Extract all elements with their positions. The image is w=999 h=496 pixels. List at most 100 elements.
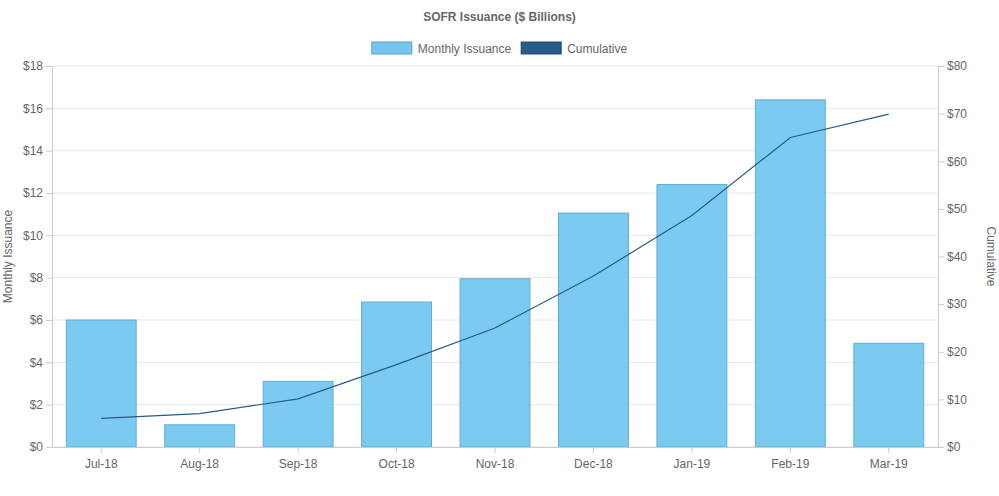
- bar: [657, 185, 727, 447]
- tick-label: $14: [23, 144, 43, 158]
- y-axis-title: Monthly Issuance: [1, 209, 15, 303]
- tick-label: $2: [30, 398, 44, 412]
- tick-label: $12: [23, 186, 43, 200]
- tick-mark: [101, 447, 102, 453]
- tick-label: $8: [30, 271, 44, 285]
- tick-mark: [938, 66, 944, 67]
- legend-label: Cumulative: [567, 42, 627, 56]
- tick-mark: [790, 447, 791, 453]
- bars: [66, 100, 923, 447]
- tick: $14: [23, 144, 52, 158]
- tick: $16: [23, 102, 52, 116]
- bar: [263, 381, 333, 447]
- tick-label: $10: [947, 393, 967, 407]
- tick-label: $6: [30, 313, 44, 327]
- tick: $40: [938, 250, 967, 264]
- legend-swatch: [521, 42, 561, 54]
- tick: $0: [938, 440, 961, 454]
- tick-mark: [46, 193, 52, 194]
- tick: $0: [30, 440, 52, 454]
- tick: $10: [938, 393, 967, 407]
- bar: [755, 100, 825, 447]
- tick-label: $10: [23, 229, 43, 243]
- tick-mark: [199, 447, 200, 453]
- tick-label: $0: [30, 440, 44, 454]
- tick-mark: [938, 399, 944, 400]
- bar: [558, 213, 628, 447]
- tick-label: $20: [947, 345, 967, 359]
- tick-label: Sep-18: [279, 457, 318, 471]
- tick: $30: [938, 297, 967, 311]
- bar: [362, 302, 432, 447]
- tick-label: $18: [23, 59, 43, 73]
- tick-label: $50: [947, 202, 967, 216]
- title: SOFR Issuance ($ Billions): [423, 10, 576, 24]
- tick-mark: [46, 405, 52, 406]
- line: [101, 114, 889, 418]
- legend-item: Cumulative: [521, 42, 627, 56]
- tick-mark: [938, 257, 944, 258]
- tick-label: $80: [947, 59, 967, 73]
- axis-line: [52, 67, 53, 448]
- tick-label: $40: [947, 250, 967, 264]
- tick-mark: [46, 235, 52, 236]
- tick: $18: [23, 59, 52, 73]
- chart: SOFR Issuance ($ Billions) Monthly Issuan…: [0, 0, 999, 496]
- tick-mark: [938, 209, 944, 210]
- tick-mark: [938, 161, 944, 162]
- tick-label: Oct-18: [379, 457, 415, 471]
- tick: $4: [30, 356, 52, 370]
- bar: [460, 279, 530, 447]
- y-axis: $0 $2 $4 $6 $8 $10 $12 $14 $16 $18: [23, 59, 53, 454]
- bar: [165, 425, 235, 447]
- tick-mark: [396, 447, 397, 453]
- tick-label: $30: [947, 297, 967, 311]
- tick-label: Nov-18: [476, 457, 515, 471]
- bar: [854, 343, 924, 447]
- tick-mark: [46, 151, 52, 152]
- tick-label: Aug-18: [180, 457, 219, 471]
- bar: [66, 320, 136, 447]
- tick: $12: [23, 186, 52, 200]
- tick-label: $0: [947, 440, 961, 454]
- legend: Monthly Issuance Cumulative: [372, 42, 628, 56]
- tick: $50: [938, 202, 967, 216]
- tick: Feb-19: [771, 447, 809, 471]
- tick-mark: [938, 352, 944, 353]
- tick: $60: [938, 155, 967, 169]
- tick-label: $16: [23, 102, 43, 116]
- legend-item: Monthly Issuance: [372, 42, 512, 56]
- tick: $20: [938, 345, 967, 359]
- tick: Aug-18: [180, 447, 219, 471]
- tick-mark: [46, 66, 52, 67]
- tick-label: $60: [947, 155, 967, 169]
- y2-axis: $0 $10 $20 $30 $40 $50 $60 $70 $80: [938, 59, 967, 454]
- tick-mark: [46, 447, 52, 448]
- tick-mark: [593, 447, 594, 453]
- tick-mark: [46, 362, 52, 363]
- tick-label: Feb-19: [771, 457, 809, 471]
- tick: Mar-19: [870, 447, 908, 471]
- legend-swatch: [372, 42, 412, 54]
- tick-label: Jan-19: [674, 457, 711, 471]
- grid-line: [52, 66, 938, 67]
- tick-mark: [888, 447, 889, 453]
- tick: $70: [938, 107, 967, 121]
- tick-label: $4: [30, 356, 44, 370]
- tick-mark: [495, 447, 496, 453]
- tick: Sep-18: [279, 447, 318, 471]
- legend-label: Monthly Issuance: [418, 42, 512, 56]
- tick-mark: [938, 447, 944, 448]
- tick-mark: [46, 320, 52, 321]
- tick-mark: [46, 278, 52, 279]
- x-axis: Jul-18Aug-18Sep-18Oct-18Nov-18Dec-18Jan-…: [53, 447, 939, 471]
- tick: $10: [23, 229, 52, 243]
- tick: $8: [30, 271, 52, 285]
- tick: Dec-18: [574, 447, 613, 471]
- y2-axis-title: Cumulative: [984, 226, 998, 286]
- tick: Jan-19: [674, 447, 711, 471]
- tick-label: $70: [947, 107, 967, 121]
- tick-mark: [298, 447, 299, 453]
- tick: $6: [30, 313, 52, 327]
- tick-mark: [938, 114, 944, 115]
